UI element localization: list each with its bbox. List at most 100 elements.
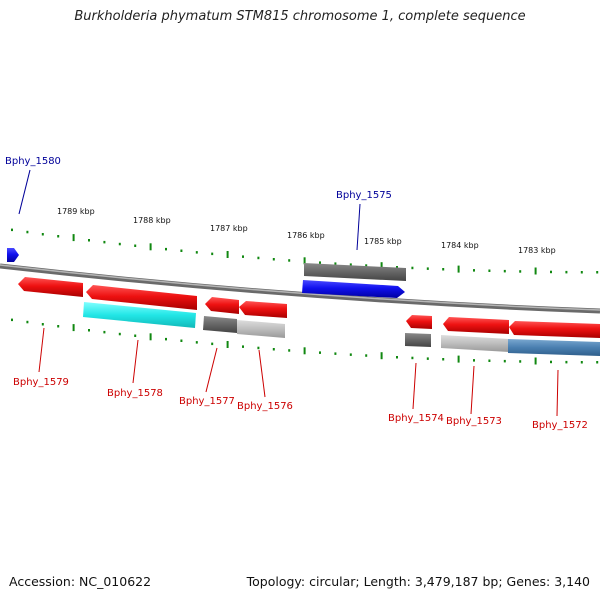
forward-row-minor-tick	[550, 270, 552, 274]
reverse-row-major-tick	[72, 324, 75, 332]
reverse-row-minor-tick	[365, 354, 368, 357]
leader-Bphy_1572	[556, 369, 559, 417]
gene-Bphy_1572-product[interactable]	[508, 339, 600, 356]
reverse-row-major-tick	[534, 357, 537, 365]
leader-Bphy_1577	[205, 347, 218, 393]
forward-row-minor-tick	[180, 249, 183, 252]
reverse-row-minor-tick	[165, 337, 167, 341]
leader-Bphy_1580	[18, 169, 31, 215]
reverse-row-minor-tick	[550, 360, 552, 364]
ruler-labels: 1789 kbp 1788 kbp 1787 kbp 1786 kbp 1785…	[57, 207, 556, 255]
gene-Bphy_1577-product[interactable]	[203, 316, 237, 333]
ruler-label-1785: 1785 kbp	[364, 237, 402, 246]
reverse-row-minor-tick	[180, 339, 183, 342]
reverse-row-minor-tick	[426, 357, 429, 360]
reverse-row-minor-tick	[26, 320, 29, 324]
reverse-row-minor-tick	[334, 352, 337, 355]
gene-Bphy_1574-product[interactable]	[405, 333, 431, 347]
ruler-label-1788: 1788 kbp	[133, 216, 171, 225]
gene-Bphy_1579[interactable]	[18, 277, 83, 297]
forward-row-minor-tick	[319, 261, 321, 264]
reverse-row-minor-tick	[488, 359, 491, 362]
forward-row-minor-tick	[242, 255, 244, 258]
gene-Bphy_1573[interactable]	[443, 317, 509, 334]
reverse-row-minor-tick	[580, 361, 583, 364]
forward-row-minor-tick	[442, 268, 445, 271]
label-Bphy_1578: Bphy_1578	[107, 388, 163, 399]
gene-Bphy_1574[interactable]	[406, 315, 432, 329]
gene-Bphy_1575[interactable]	[302, 280, 405, 298]
leader-Bphy_1579	[38, 327, 45, 373]
gene-Bphy_1578-product[interactable]	[83, 302, 196, 328]
forward-row-minor-tick	[165, 247, 167, 251]
forward-row-minor-tick	[41, 233, 44, 236]
reverse-row-major-tick	[457, 355, 460, 363]
reverse-row-minor-tick	[503, 359, 506, 363]
chromosome-backbone	[0, 263, 600, 314]
label-Bphy_1574: Bphy_1574	[388, 413, 444, 424]
reverse-row-minor-tick	[134, 334, 137, 337]
reverse-row-minor-tick	[565, 360, 568, 364]
forward-row-minor-tick	[195, 251, 198, 254]
forward-row-minor-tick	[118, 242, 121, 246]
label-Bphy_1580: Bphy_1580	[5, 156, 61, 167]
leader-Bphy_1578	[132, 339, 139, 384]
forward-row-major-tick	[72, 234, 75, 242]
forward-row-minor-tick	[257, 256, 260, 260]
forward-row-minor-tick	[488, 269, 491, 272]
forward-row-minor-tick	[334, 262, 337, 265]
forward-row-minor-tick	[519, 270, 522, 273]
forward-row-minor-tick	[288, 259, 291, 262]
reverse-row-minor-tick	[519, 360, 522, 363]
forward-row-minor-tick	[26, 230, 29, 234]
reverse-row-minor-tick	[41, 323, 44, 326]
gene-Bphy_1577[interactable]	[205, 297, 239, 314]
gene-Bphy_1580[interactable]	[7, 248, 19, 262]
ruler-label-1789: 1789 kbp	[57, 207, 95, 216]
gene-Bphy_1573-product[interactable]	[441, 335, 509, 352]
reverse-row-minor-tick	[596, 361, 599, 364]
topology-text: Topology: circular; Length: 3,479,187 bp…	[246, 574, 590, 589]
forward-row-minor-tick	[11, 228, 13, 232]
label-Bphy_1573: Bphy_1573	[446, 416, 502, 427]
forward-row-major-tick	[534, 267, 537, 275]
gene-Bphy_1575-product[interactable]	[304, 263, 406, 281]
forward-genes	[7, 248, 406, 298]
forward-row-major-tick	[457, 265, 460, 273]
gene-Bphy_1576-product[interactable]	[237, 320, 285, 338]
forward-row-minor-tick	[88, 239, 90, 242]
reverse-row-minor-tick	[396, 356, 398, 359]
forward-row-minor-tick	[411, 266, 414, 270]
forward-row-minor-tick	[349, 263, 352, 266]
label-Bphy_1577: Bphy_1577	[179, 396, 235, 407]
reverse-genes	[18, 277, 600, 356]
reverse-row-minor-tick	[11, 318, 13, 322]
reverse-row-major-tick	[380, 352, 383, 360]
label-Bphy_1579: Bphy_1579	[13, 377, 69, 388]
ruler-label-1786: 1786 kbp	[287, 231, 325, 240]
forward-row-major-tick	[149, 243, 152, 251]
reverse-row-minor-tick	[211, 342, 214, 346]
forward-tick-row	[11, 228, 599, 275]
forward-row-major-tick	[226, 251, 229, 258]
forward-row-minor-tick	[565, 270, 568, 274]
forward-row-major-tick	[303, 257, 306, 265]
reverse-tick-row	[11, 318, 599, 365]
forward-row-minor-tick	[365, 264, 368, 267]
forward-row-minor-tick	[272, 258, 275, 261]
forward-row-minor-tick	[396, 266, 398, 269]
ruler-label-1784: 1784 kbp	[441, 241, 479, 250]
gene-Bphy_1576[interactable]	[239, 301, 287, 318]
gene-Bphy_1572[interactable]	[509, 321, 600, 338]
reverse-row-minor-tick	[195, 341, 198, 344]
forward-row-major-tick	[380, 262, 383, 270]
forward-row-minor-tick	[503, 269, 506, 273]
forward-row-minor-tick	[134, 244, 137, 247]
reverse-row-minor-tick	[319, 351, 321, 354]
reverse-row-minor-tick	[272, 348, 275, 351]
gene-Bphy_1578[interactable]	[86, 285, 197, 310]
label-Bphy_1572: Bphy_1572	[532, 420, 588, 431]
label-Bphy_1576: Bphy_1576	[237, 401, 293, 412]
